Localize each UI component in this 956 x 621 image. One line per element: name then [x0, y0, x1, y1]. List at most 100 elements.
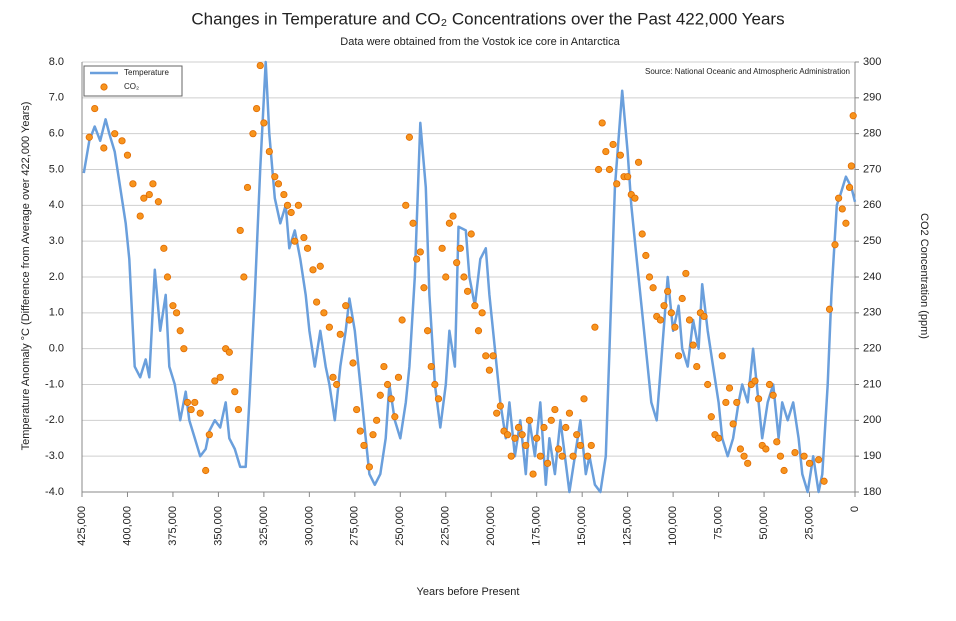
co2-point	[791, 448, 799, 457]
co2-point	[649, 284, 657, 292]
legend-box	[83, 65, 183, 97]
y-tick-label: -2.0	[45, 414, 64, 426]
co2-point	[353, 405, 361, 414]
co2-point	[645, 273, 654, 281]
co2-point	[287, 208, 295, 217]
co2-point	[169, 302, 177, 310]
co2-point	[667, 309, 675, 317]
co2-point	[529, 470, 537, 478]
x-tick-label: 175,000	[531, 506, 543, 546]
co2-point	[456, 244, 464, 252]
co2-point	[256, 61, 264, 70]
co2-point	[225, 348, 233, 356]
co2-point	[765, 380, 774, 389]
y2-tick-label: 240	[863, 271, 881, 283]
co2-point	[842, 219, 850, 227]
co2-point	[576, 441, 584, 450]
co2-point	[587, 441, 595, 450]
y-tick-label: -3.0	[45, 450, 64, 462]
co2-point	[514, 423, 523, 432]
co2-point	[442, 273, 450, 281]
co2-point	[624, 173, 632, 181]
co2-point	[704, 380, 712, 389]
co2-point	[642, 251, 650, 260]
co2-point	[656, 316, 664, 324]
co2-point	[145, 190, 153, 199]
co2-point	[342, 302, 350, 310]
co2-point	[180, 345, 188, 353]
co2-point	[416, 248, 424, 256]
co2-point	[544, 459, 552, 467]
x-tick-label: 375,000	[167, 506, 179, 546]
co2-point	[573, 431, 581, 439]
co2-point	[598, 119, 606, 127]
co2-point	[800, 452, 808, 460]
y2-tick-label: 270	[863, 163, 881, 175]
co2-point	[280, 190, 288, 199]
co2-point	[216, 373, 224, 381]
y2-tick-label: 210	[863, 378, 881, 390]
y2-tick-label: 290	[863, 92, 881, 104]
co2-point	[360, 441, 368, 450]
co2-point	[187, 405, 195, 414]
co2-point	[202, 466, 210, 475]
co2-point	[845, 183, 854, 192]
x-tick-label: 350,000	[212, 506, 224, 546]
co2-point	[540, 423, 548, 432]
y2-axis-title: CO2 Concentration (ppm)	[918, 213, 930, 339]
co2-point	[154, 198, 162, 206]
co2-point	[176, 327, 184, 335]
co2-point	[320, 309, 328, 317]
co2-point	[349, 359, 357, 367]
co2-point	[249, 130, 257, 138]
co2-point	[274, 180, 283, 188]
x-tick-label: 400,000	[121, 506, 133, 546]
co2-point	[722, 398, 730, 407]
co2-point	[805, 459, 814, 467]
co2-point	[558, 452, 566, 460]
co2-point	[609, 140, 617, 149]
co2-point	[744, 459, 752, 467]
co2-point	[631, 194, 639, 202]
co2-point	[303, 244, 312, 252]
co2-point	[271, 173, 279, 181]
y2-tick-label: 200	[863, 414, 881, 426]
co2-point	[118, 137, 126, 145]
x-tick-label: 125,000	[622, 506, 634, 546]
co2-point	[333, 380, 341, 389]
co2-point	[391, 413, 399, 421]
co2-point	[427, 362, 435, 371]
co2-point	[682, 269, 690, 278]
co2-point	[149, 180, 157, 188]
co2-point	[309, 266, 317, 274]
co2-point	[773, 438, 781, 446]
co2-point	[474, 327, 483, 335]
co2-point	[707, 413, 715, 421]
co2-point	[525, 416, 534, 424]
x-tick-label: 325,000	[258, 506, 270, 546]
co2-point	[325, 323, 333, 331]
x-tick-label: 250,000	[394, 506, 406, 546]
x-axis-title: Years before Present	[417, 586, 520, 598]
x-tick-label: 25,000	[803, 506, 815, 540]
co2-point	[751, 377, 759, 385]
co2-point	[313, 298, 321, 306]
co2-point	[580, 395, 588, 403]
co2-point	[405, 133, 413, 141]
x-tick-label: 75,000	[712, 506, 724, 540]
co2-point	[569, 452, 577, 460]
x-tick-label: 200,000	[485, 506, 497, 546]
y-tick-label: 6.0	[49, 128, 64, 140]
co2-point	[240, 273, 248, 281]
co2-point	[554, 445, 563, 453]
co2-point	[123, 151, 132, 159]
co2-point	[733, 398, 741, 407]
co2-point	[160, 244, 168, 252]
co2-point	[815, 456, 823, 464]
co2-point	[291, 237, 299, 245]
co2-point	[265, 147, 273, 156]
co2-point	[294, 201, 303, 209]
co2-point	[820, 477, 828, 485]
y-axis-title: Temperature Anomaly °C (Difference from …	[20, 102, 32, 451]
y-tick-label: 8.0	[49, 56, 64, 68]
